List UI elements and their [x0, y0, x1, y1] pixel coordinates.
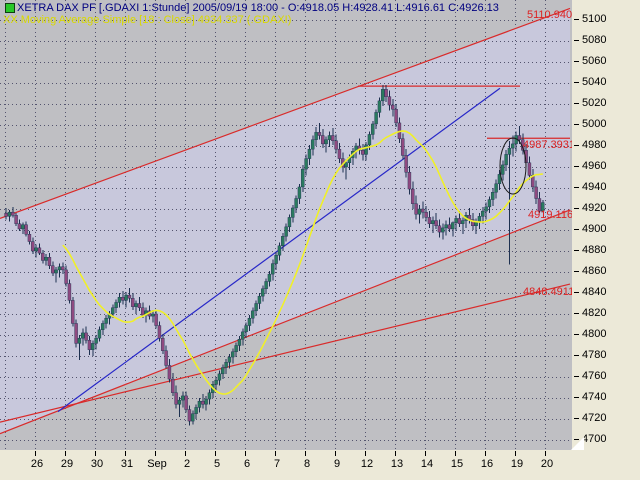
y-axis-label: 5100	[572, 13, 638, 25]
y-tick	[574, 333, 579, 335]
x-axis-label: 8	[303, 458, 311, 470]
y-axis-label: 4720	[572, 412, 638, 424]
x-axis-label: 30	[90, 458, 104, 470]
x-axis-label: 31	[120, 458, 134, 470]
y-axis-label: 5060	[572, 55, 638, 67]
y-tick	[574, 354, 579, 356]
trendline-value-label: 4848.4911	[523, 286, 575, 298]
x-tick	[125, 451, 126, 456]
x-tick	[65, 451, 66, 456]
plot-area[interactable]: XETRA DAX PF [.GDAXI 1:Stunde] 2005/09/1…	[0, 0, 575, 450]
x-axis-label: 13	[390, 458, 404, 470]
y-axis-label: 4960	[572, 160, 638, 172]
x-axis-label: 19	[510, 458, 524, 470]
candlestick-chart	[0, 0, 572, 450]
y-axis-label: 4880	[572, 244, 638, 256]
y-tick	[574, 270, 579, 272]
instrument-bullet-icon	[5, 3, 15, 13]
x-tick	[155, 451, 156, 456]
x-axis-label: 9	[333, 458, 341, 470]
regression-channel-band	[0, 8, 570, 434]
x-tick	[275, 451, 276, 456]
y-axis-label: 4740	[572, 391, 638, 403]
trendline-value-label: 5110.940	[527, 9, 573, 21]
y-axis-label: 4940	[572, 181, 638, 193]
x-axis-label: 14	[420, 458, 434, 470]
y-tick	[574, 165, 579, 167]
trendline-value-label: 4987.3931	[523, 139, 575, 151]
chart-title: XETRA DAX PF [.GDAXI 1:Stunde] 2005/09/1…	[17, 2, 499, 14]
y-tick	[574, 207, 579, 209]
x-axis-label: Sep	[147, 458, 167, 470]
y-tick	[574, 18, 579, 20]
y-tick	[574, 396, 579, 398]
y-tick	[574, 81, 579, 83]
y-axis-label: 4760	[572, 370, 638, 382]
y-tick	[574, 228, 579, 230]
moving-average-line	[62, 130, 543, 395]
y-tick	[574, 123, 579, 125]
x-tick	[365, 451, 366, 456]
x-tick	[485, 451, 486, 456]
y-axis-label: 4900	[572, 223, 638, 235]
y-axis-label: 4820	[572, 307, 638, 319]
y-axis-label: 4860	[572, 265, 638, 277]
x-tick	[395, 451, 396, 456]
x-tick	[545, 451, 546, 456]
y-tick	[574, 249, 579, 251]
x-axis-label: 6	[243, 458, 251, 470]
y-axis-label: 5040	[572, 76, 638, 88]
x-axis-label: 15	[450, 458, 464, 470]
y-axis-label: 5020	[572, 97, 638, 109]
x-tick	[35, 451, 36, 456]
y-tick	[574, 102, 579, 104]
x-tick	[515, 451, 516, 456]
x-axis-label: 20	[540, 458, 554, 470]
y-axis-label: 4800	[572, 328, 638, 340]
indicator-label: XX Moving Average Simple [18 : Close] 49…	[3, 14, 292, 26]
trendline-channel-lower	[0, 209, 571, 435]
grid	[0, 0, 572, 450]
x-tick	[245, 451, 246, 456]
y-axis-label: 4780	[572, 349, 638, 361]
x-tick	[335, 451, 336, 456]
x-tick	[185, 451, 186, 456]
x-tick	[95, 451, 96, 456]
y-axis-label: 4840	[572, 286, 638, 298]
y-tick	[574, 39, 579, 41]
x-axis-label: 29	[60, 458, 74, 470]
trendline-channel-upper	[0, 7, 571, 220]
y-tick	[574, 417, 579, 419]
trendline-value-label: 4919.116	[528, 209, 574, 221]
y-tick	[574, 291, 579, 293]
x-axis-label: 5	[213, 458, 221, 470]
y-axis-label: 5080	[572, 34, 638, 46]
x-tick	[425, 451, 426, 456]
x-axis-label: 16	[480, 458, 494, 470]
y-tick	[574, 186, 579, 188]
trendline-fan-lower	[0, 283, 571, 423]
x-axis-label: 26	[30, 458, 44, 470]
resize-grip-icon[interactable]	[571, 437, 584, 450]
x-tick	[215, 451, 216, 456]
y-tick	[574, 312, 579, 314]
y-axis-label: 4980	[572, 139, 638, 151]
y-tick	[574, 375, 579, 377]
x-axis-label: 12	[360, 458, 374, 470]
x-axis-label: 7	[273, 458, 281, 470]
x-axis-label: 2	[183, 458, 191, 470]
y-tick	[574, 144, 579, 146]
y-tick	[574, 60, 579, 62]
x-tick	[455, 451, 456, 456]
price-axis[interactable]: 5100 5080 5060 5040 5020 5000 4980 4960 4940 4920…	[572, 0, 640, 450]
x-tick	[305, 451, 306, 456]
y-axis-label: 5000	[572, 118, 638, 130]
date-axis[interactable]: 26 29 30 31 Sep 2 5 6 7 8 9 12 13 14 15 16 19 20	[0, 450, 640, 480]
ellipse-annotation	[499, 137, 527, 195]
y-axis-label: 4920	[572, 202, 638, 214]
